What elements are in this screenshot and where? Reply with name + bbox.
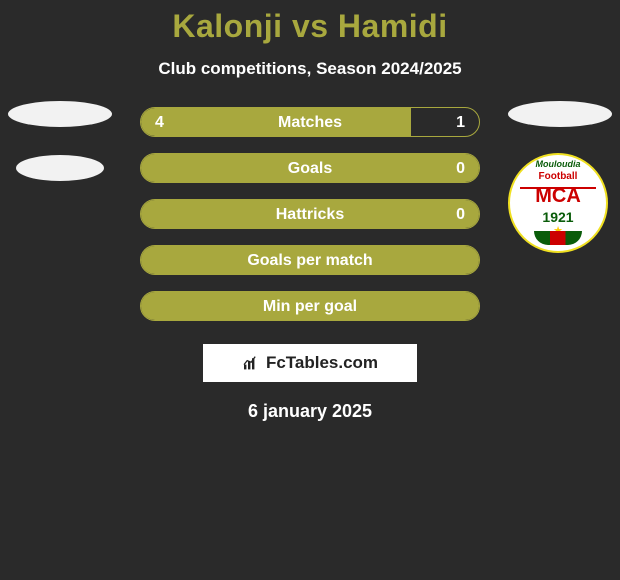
chart-icon bbox=[242, 355, 262, 371]
watermark: FcTables.com bbox=[202, 343, 418, 383]
stat-label: Hattricks bbox=[141, 200, 479, 229]
subtitle: Club competitions, Season 2024/2025 bbox=[0, 59, 620, 79]
stat-label: Goals bbox=[141, 154, 479, 183]
avatar-placeholder-ellipse bbox=[8, 101, 112, 127]
stat-bar: Min per goal bbox=[140, 291, 480, 321]
club-badge-circle: Mouloudia Football MCA 1921 ★ bbox=[508, 153, 608, 253]
stat-label: Goals per match bbox=[141, 246, 479, 275]
stat-bar: Goals per match bbox=[140, 245, 480, 275]
date-label: 6 january 2025 bbox=[0, 401, 620, 422]
stat-label: Matches bbox=[141, 108, 479, 137]
badge-word: Football bbox=[510, 171, 606, 182]
stat-bar: 0Hattricks bbox=[140, 199, 480, 229]
stat-label: Min per goal bbox=[141, 292, 479, 321]
stat-bars: 41Matches 0Goals 0Hattricks Goals per match… bbox=[140, 107, 480, 321]
player-left-avatar-slot bbox=[8, 101, 112, 205]
badge-year: 1921 bbox=[510, 209, 606, 225]
page-title: Kalonji vs Hamidi bbox=[0, 0, 620, 45]
stat-bar: 0Goals bbox=[140, 153, 480, 183]
avatar-placeholder-ellipse bbox=[508, 101, 612, 127]
watermark-text: FcTables.com bbox=[266, 353, 378, 373]
badge-script-text: Mouloudia bbox=[510, 159, 606, 169]
badge-stripes bbox=[534, 231, 582, 245]
stat-bar: 41Matches bbox=[140, 107, 480, 137]
stats-section: Mouloudia Football MCA 1921 ★ 41Matches 0… bbox=[0, 107, 620, 321]
badge-acronym: MCA bbox=[510, 185, 606, 208]
avatar-placeholder-ellipse bbox=[16, 155, 104, 181]
club-badge: Mouloudia Football MCA 1921 ★ bbox=[508, 153, 612, 257]
